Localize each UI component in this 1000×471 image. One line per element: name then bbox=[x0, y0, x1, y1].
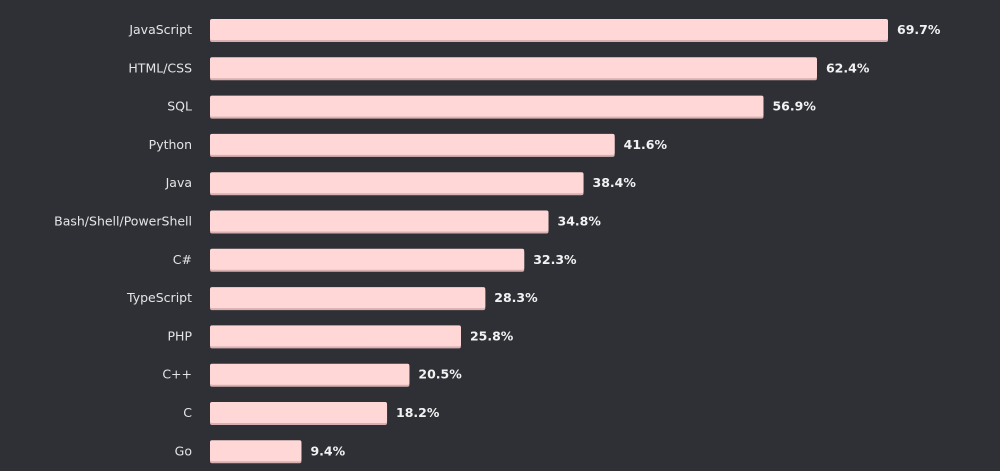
bars-layer bbox=[210, 19, 888, 464]
bar-php bbox=[210, 325, 461, 347]
bar-html-css bbox=[210, 57, 817, 79]
category-label-c: C# bbox=[173, 252, 192, 267]
category-label-html-css: HTML/CSS bbox=[128, 60, 192, 75]
value-label-c: 20.5% bbox=[418, 367, 462, 382]
value-label-c: 18.2% bbox=[396, 405, 440, 420]
bar-python bbox=[210, 133, 615, 155]
category-label-bash-shell-powershell: Bash/Shell/PowerShell bbox=[54, 214, 192, 229]
bar-c bbox=[210, 402, 388, 423]
category-label-python: Python bbox=[149, 137, 192, 152]
category-label-sql: SQL bbox=[167, 99, 192, 114]
bar-c bbox=[210, 363, 410, 385]
category-labels: JavaScript HTML/CSS SQL Python Java Bash/Shel… bbox=[54, 22, 192, 458]
category-label-php: PHP bbox=[168, 328, 193, 343]
bar-typescript bbox=[210, 287, 486, 309]
category-label-javascript: JavaScript bbox=[128, 22, 192, 37]
value-label-html-css: 62.4% bbox=[826, 60, 870, 75]
value-label-bash-shell-powershell: 34.8% bbox=[558, 214, 602, 229]
category-label-go: Go bbox=[175, 443, 192, 458]
value-label-python: 41.6% bbox=[624, 137, 668, 152]
category-label-c: C bbox=[183, 405, 192, 420]
value-label-php: 25.8% bbox=[470, 328, 514, 343]
bar-c bbox=[210, 248, 525, 270]
bar-sql bbox=[210, 95, 764, 117]
value-label-typescript: 28.3% bbox=[494, 290, 538, 305]
value-labels: 69.7% 62.4% 56.9% 41.6% 38.4% 34.8% 32.3% 28.3%… bbox=[310, 22, 940, 458]
value-label-java: 38.4% bbox=[593, 175, 637, 190]
value-label-javascript: 69.7% bbox=[897, 22, 941, 37]
category-label-typescript: TypeScript bbox=[126, 290, 192, 305]
bar-bash-shell-powershell bbox=[210, 210, 549, 232]
category-label-java: Java bbox=[165, 175, 192, 190]
bar-java bbox=[210, 172, 584, 194]
category-label-c: C++ bbox=[162, 367, 192, 382]
bar-javascript bbox=[210, 19, 888, 40]
value-label-go: 9.4% bbox=[310, 443, 345, 458]
value-label-c: 32.3% bbox=[533, 252, 577, 267]
value-label-sql: 56.9% bbox=[772, 99, 816, 114]
bar-go bbox=[210, 440, 302, 462]
